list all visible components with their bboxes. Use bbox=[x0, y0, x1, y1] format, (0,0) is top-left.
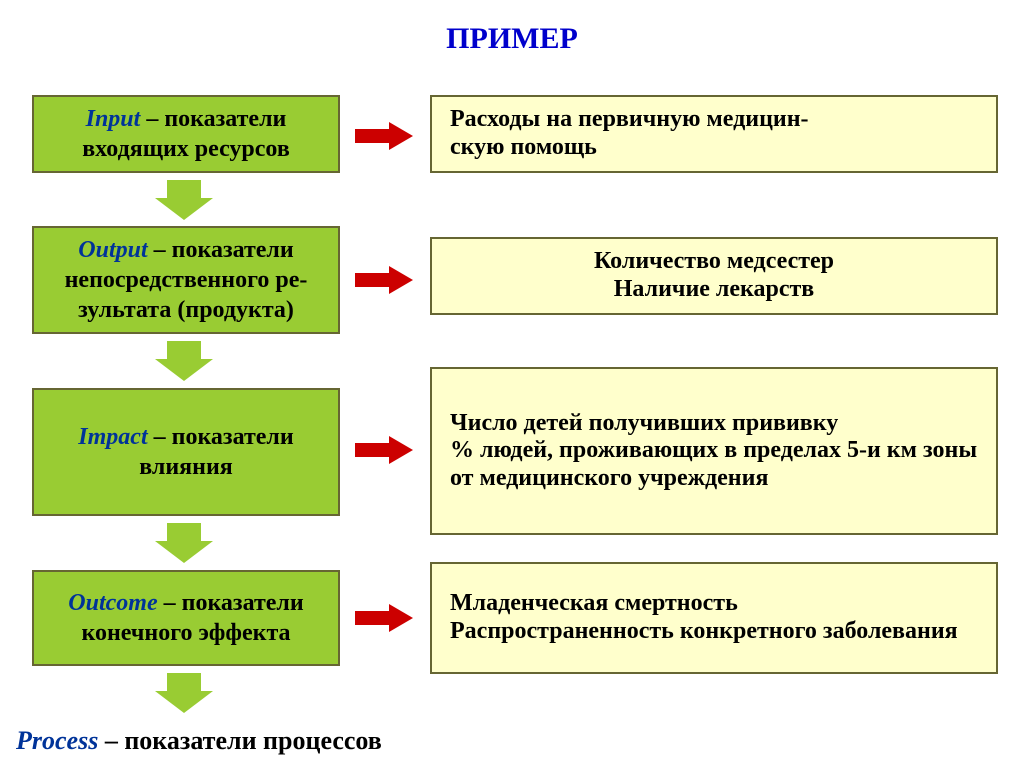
arrow-right-1 bbox=[355, 122, 413, 150]
page-title: ПРИМЕР bbox=[0, 22, 1024, 56]
yellow-box-1: Расходы на первичную медицин- скую помощ… bbox=[430, 95, 998, 173]
arrow-right-4 bbox=[355, 604, 413, 632]
arrow-down-2 bbox=[155, 339, 213, 381]
yellow-line: Расходы на первичную медицин- bbox=[450, 106, 978, 134]
yellow-line: Наличие лекарств bbox=[614, 276, 815, 304]
yellow-box-2: Количество медсестер Наличие лекарств bbox=[430, 237, 998, 315]
green-box-input: Input – показатели входящих ресурсов bbox=[32, 95, 340, 173]
yellow-line: Количество медсестер bbox=[594, 248, 834, 276]
green-box-impact: Impact – показатели влияния bbox=[32, 388, 340, 516]
term-impact: Impact bbox=[78, 424, 147, 450]
text-process: – показатели процессов bbox=[98, 726, 381, 755]
arrow-down-1 bbox=[155, 178, 213, 220]
bottom-process: Process – показатели процессов bbox=[16, 726, 382, 756]
text-impact: – показатели влияния bbox=[139, 424, 293, 480]
yellow-box-4: Младенческая смертность Распространеннос… bbox=[430, 562, 998, 674]
arrow-down-4 bbox=[155, 671, 213, 713]
yellow-line: скую помощь bbox=[450, 134, 978, 162]
arrow-down-3 bbox=[155, 521, 213, 563]
arrow-right-2 bbox=[355, 266, 413, 294]
green-box-outcome: Outcome – показатели конечного эффекта bbox=[32, 570, 340, 666]
yellow-line: % людей, проживающих в пределах 5-и км з… bbox=[450, 437, 978, 492]
green-box-output: Output – показатели непосредственного ре… bbox=[32, 226, 340, 334]
term-output: Output bbox=[78, 237, 147, 263]
term-outcome: Outcome bbox=[68, 590, 157, 616]
term-process: Process bbox=[16, 726, 98, 755]
term-input: Input bbox=[86, 106, 141, 132]
yellow-line: Число детей получивших прививку bbox=[450, 410, 978, 438]
yellow-line: Распространенность конкретного заболеван… bbox=[450, 618, 978, 646]
yellow-box-3: Число детей получивших прививку % людей,… bbox=[430, 367, 998, 535]
yellow-line: Младенческая смертность bbox=[450, 590, 978, 618]
arrow-right-3 bbox=[355, 436, 413, 464]
